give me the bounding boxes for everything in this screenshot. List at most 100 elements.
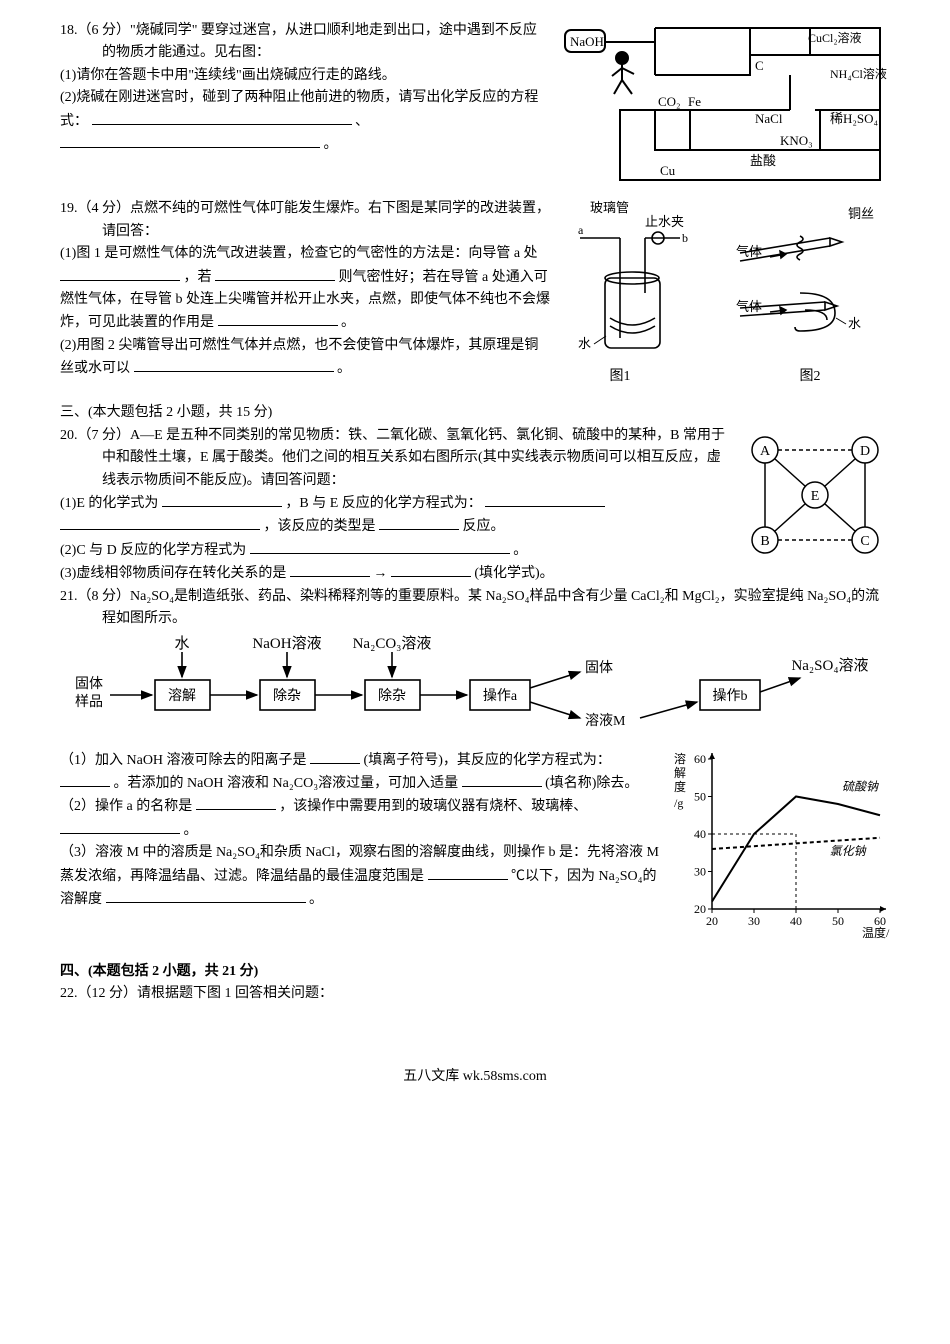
q21-b6 [428,865,508,880]
q21-p1d: (填名称)除去。 [545,776,638,791]
lbl-nacl: NaCl [755,111,783,126]
lbl-cu: Cu [660,163,676,178]
q19-p1: (1)图 1 是可燃性气体的洗气改进装置，检查它的气密性的方法是：向导管 a 处… [60,243,550,335]
q20-p1c: ，该反应的类型是 [264,519,376,534]
q19-b4 [134,357,334,372]
fig2-gas2: 气体 [736,299,762,314]
q20-b3 [60,515,260,530]
q20-b5 [250,539,510,554]
q21-b4 [196,795,276,810]
fig1-a: a [578,223,584,237]
q18-blank2 [60,133,320,148]
flow-s2: 除杂 [273,688,301,704]
nodeC: C [860,534,869,549]
q20-b4 [379,515,459,530]
q20-b2 [485,492,605,507]
flow-naoh: NaOH溶液 [252,635,321,652]
svg-text:/g: /g [674,796,683,810]
flow-solid: 固体 [585,660,613,676]
flow-solM: 溶液M [585,713,626,729]
q20-p2a: (2)C 与 D 反应的化学方程式为 [60,543,246,558]
svg-text:60: 60 [694,752,706,766]
q18-blank1 [92,110,352,125]
lbl-c: C [755,58,764,73]
q20-graph: A D B C E [740,425,890,573]
svg-text:硫酸钠: 硫酸钠 [842,779,879,793]
q19-b3 [218,311,338,326]
flow-in2: 样品 [75,694,103,710]
fig2-svg: 铜丝 气体 气体 水 图2 [730,198,890,388]
fig2-gas1: 气体 [736,244,762,259]
svg-text:30: 30 [694,864,706,878]
q19-p1a: (1)图 1 是可燃性气体的洗气改进装置，检查它的气密性的方法是：向导管 a 处 [60,246,538,261]
q19-b1 [60,266,180,281]
q18-p1: (1)请你在答题卡中用"连续线"画出烧碱应行走的路线。 [60,65,550,87]
q21-body-row: （1）加入 NaOH 溶液可除去的阳离子是 (填离子符号)，其反应的化学方程式为… [60,749,890,947]
svg-text:解: 解 [674,766,686,780]
q21-p1c: 。若添加的 NaOH 溶液和 Na₂CO₃溶液过量，可加入适量 [114,776,459,791]
q20-p2: (2)C 与 D 反应的化学方程式为 。 [60,539,730,562]
q19-row: 19.（4 分）点燃不纯的可燃性气体叮能发生爆炸。右下图是某同学的改进装置，请回… [60,198,890,388]
lbl-cucl2: CuCl₂溶液 [808,30,862,45]
flow-water: 水 [174,635,189,652]
q21-p2c: 。 [184,823,198,838]
q20-row: 20.（7 分）A—E 是五种不同类别的常见物质：铁、二氧化碳、氢氧化钙、氯化铜… [60,425,890,586]
q20-p3b: → [373,566,387,581]
q19-heading: 19.（4 分）点燃不纯的可燃性气体叮能发生爆炸。右下图是某同学的改进装置，请回… [60,198,550,243]
q19-text: 19.（4 分）点燃不纯的可燃性气体叮能发生爆炸。右下图是某同学的改进装置，请回… [60,198,550,380]
lbl-h2so4: 稀H₂SO₄ [830,111,879,126]
q20-heading: 20.（7 分）A—E 是五种不同类别的常见物质：铁、二氧化碳、氢氧化钙、氯化铜… [60,425,730,492]
fig1-svg: 玻璃管 止水夹 a b 水 图1 [560,198,710,388]
flow-in1: 固体 [75,676,103,692]
fig1-b: b [682,231,688,245]
q19-b2 [215,266,335,281]
nodeA: A [760,444,771,459]
q20-p1a: (1)E 的化学式为 [60,496,158,511]
nodeE: E [811,489,820,504]
q21-b1 [310,749,360,764]
fig1-caption: 图1 [610,369,631,384]
q18-heading: 18.（6 分）"烧碱同学" 要穿过迷宫，从进口顺利地走到出口，途中遇到不反应的… [60,20,550,65]
q20-p3: (3)虚线相邻物质间存在转化关系的是 → (填化学式)。 [60,562,730,585]
q19-p1b: ，若 [184,270,212,285]
fig1-clamp: 止水夹 [645,214,684,229]
q19-p2b: 。 [337,361,351,376]
stick-figure-icon [612,52,634,94]
svg-text:20: 20 [694,902,706,916]
q19-p2: (2)用图 2 尖嘴管导出可燃性气体并点燃，也不会使管中气体爆炸，其原理是铜丝或… [60,335,550,381]
flow-s3: 除杂 [378,688,406,704]
q20-p1d: 反应。 [463,519,505,534]
q20-b6 [290,562,370,577]
q18-p2: (2)烧碱在刚进迷宫时，碰到了两种阻止他前进的物质，请写出化学反应的方程式： 、… [60,87,550,156]
q21-b2 [60,772,110,787]
q20-b7 [391,562,471,577]
lbl-fe: Fe [688,94,701,109]
nodeD: D [860,444,870,459]
svg-text:溶: 溶 [674,751,686,766]
flow-sa: 操作a [483,688,518,704]
q20-p1: (1)E 的化学式为 ，B 与 E 反应的化学方程式为： ，该反应的类型是 反应… [60,492,730,539]
sec4-heading: 四、(本题包括 2 小题，共 21 分) [60,961,890,983]
q21-p3c: 。 [309,892,323,907]
fig1-glass: 玻璃管 [590,200,629,215]
q21-p1a: （1）加入 NaOH 溶液可除去的阳离子是 [60,753,307,768]
q21-p2a: （2）操作 a 的名称是 [60,799,192,814]
lbl-hcl: 盐酸 [750,153,776,168]
fig2-caption: 图2 [800,369,821,384]
lbl-co2: CO₂ [658,94,681,109]
q21-flow-svg: 固体 样品 溶解 除杂 除杂 操作a 操作b 水 NaOH溶液 Na₂CO₃溶液… [70,630,900,740]
q21-text: （1）加入 NaOH 溶液可除去的阳离子是 (填离子符号)，其反应的化学方程式为… [60,749,660,912]
q21-chart: 20304050602030405060硫酸钠氯化钠溶解度/g温度/℃ [670,749,890,947]
flow-sb: 操作b [713,688,748,704]
svg-text:40: 40 [694,827,706,841]
q18-p2b: 、 [355,114,369,129]
maze-svg: NaOH CuCl₂溶液 NH₄Cl溶液 CO₂ Fe C NaCl 稀H₂SO… [560,20,890,190]
lbl-naoh: NaOH [570,34,604,49]
nodeB: B [760,534,769,549]
q21-b5 [60,819,180,834]
q20-b1 [162,492,282,507]
q21-p1: （1）加入 NaOH 溶液可除去的阳离子是 (填离子符号)，其反应的化学方程式为… [60,749,660,796]
solubility-chart: 20304050602030405060硫酸钠氯化钠溶解度/g温度/℃ [670,749,890,939]
svg-text:40: 40 [790,914,802,928]
q20-p3a: (3)虚线相邻物质间存在转化关系的是 [60,566,286,581]
